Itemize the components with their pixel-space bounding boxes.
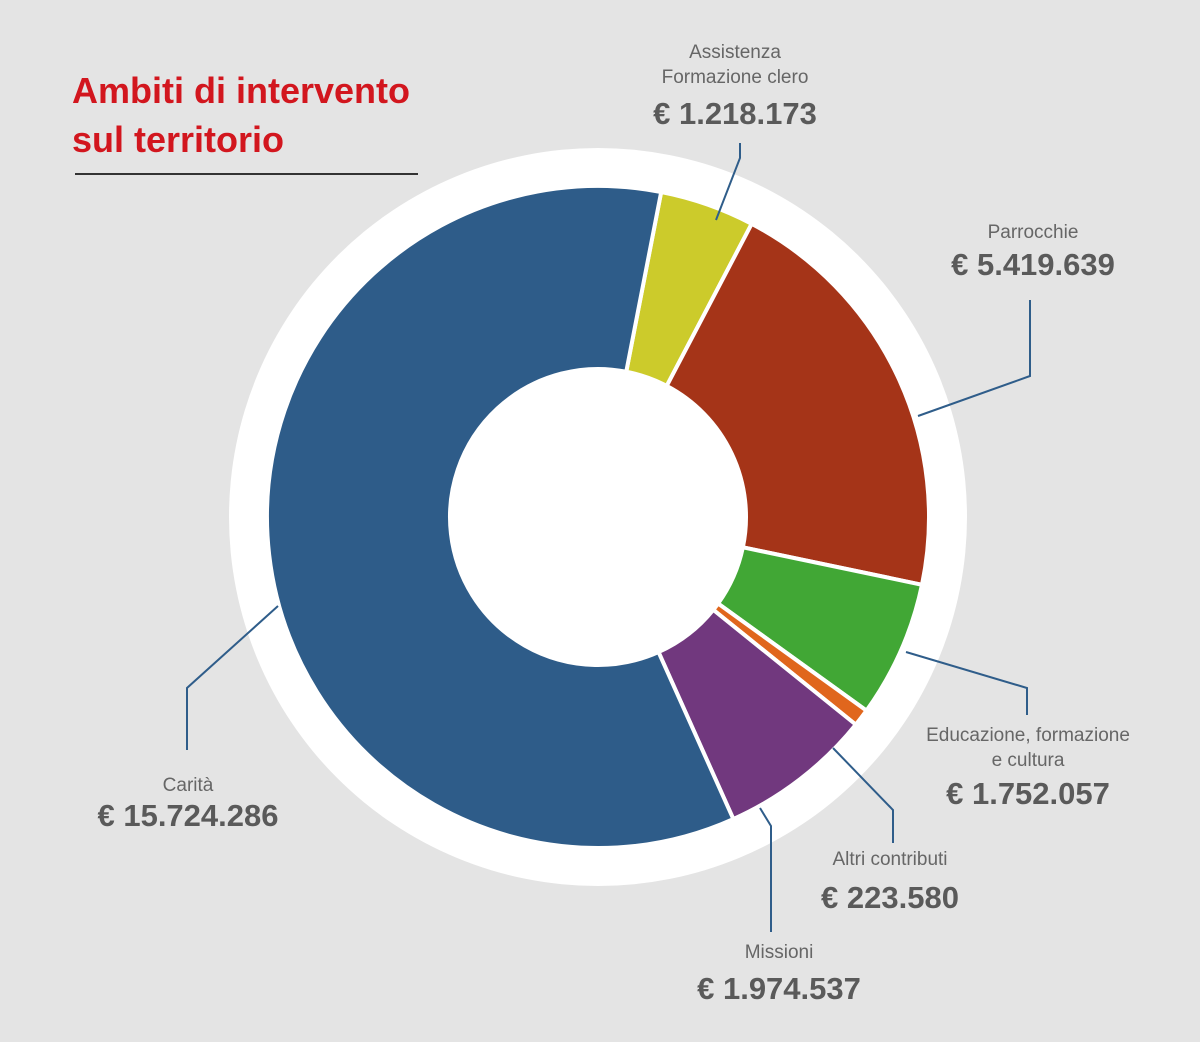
chart-title-line-2: sul territorio [72, 119, 284, 160]
slice-category-label: Carità [163, 775, 214, 796]
leader-lines [186, 143, 1031, 932]
inner-hole [450, 369, 746, 665]
slice-category-label: Missioni [745, 942, 814, 963]
slice-value-label: € 1.752.057 [946, 776, 1110, 811]
slice-value-label: € 223.580 [821, 880, 959, 915]
leader-line [832, 747, 894, 843]
slice-category-label: Formazione clero [662, 67, 809, 88]
slice-category-label: Altri contributi [832, 849, 947, 870]
slice-labels: Assistenza Formazione clero € 1.218.173 Par… [97, 42, 1129, 1006]
slice-value-label: € 15.724.286 [97, 798, 278, 833]
chart-title-line-1: Ambiti di intervento [72, 70, 410, 111]
slice-category-label: e cultura [992, 750, 1065, 771]
slice-value-label: € 5.419.639 [951, 247, 1115, 282]
leader-line [715, 143, 741, 221]
leader-line [186, 605, 279, 750]
slice-category-label: Assistenza [689, 42, 781, 63]
leader-line [759, 807, 772, 932]
slice-category-label: Parrocchie [988, 222, 1079, 243]
slice-value-label: € 1.218.173 [653, 96, 817, 131]
leader-line [917, 300, 1031, 417]
leader-line [905, 651, 1028, 715]
slice-value-label: € 1.974.537 [697, 971, 861, 1006]
slice-category-label: Educazione, formazione [926, 725, 1130, 746]
